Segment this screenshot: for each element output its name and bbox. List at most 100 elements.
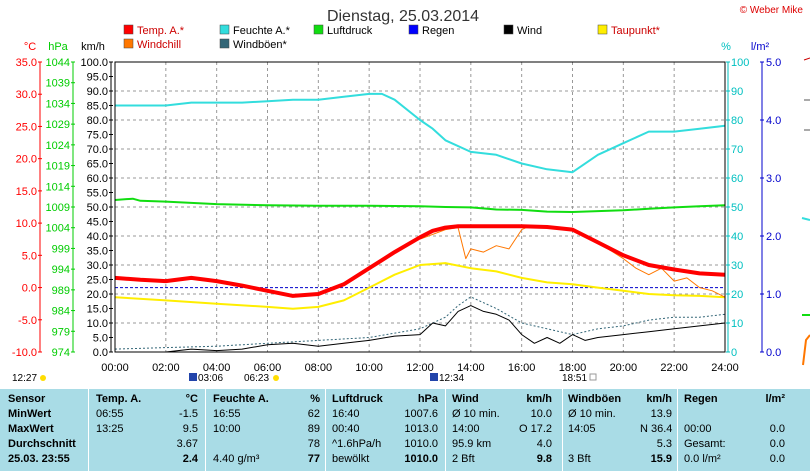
chart-title: Dienstag, 25.03.2014: [327, 8, 479, 25]
table-cell: 25.03. 23:55: [8, 453, 70, 465]
table-header-cell: Feuchte A.: [213, 393, 269, 405]
table-cell: 14:00: [452, 423, 480, 435]
tick-label-humidity: 90: [731, 86, 743, 98]
table-cell: N 36.4: [640, 423, 673, 435]
tick-label-wind: 40.0: [87, 231, 108, 243]
tick-label-radiation: 3.0: [766, 173, 781, 185]
x-tick-label: 10:00: [355, 362, 383, 374]
table-cell: 1010.0: [404, 438, 438, 450]
table-cell: 95.9 km: [452, 438, 492, 450]
table-cell: ^1.6hPa/h: [332, 438, 382, 450]
legend-label: Taupunkt*: [611, 25, 661, 37]
series-layer: [114, 92, 726, 353]
tick-label-pressure: 1044: [46, 57, 70, 69]
x-tick-label: 02:00: [152, 362, 180, 374]
moonrise-icon: [273, 375, 279, 381]
x-tick-label: 12:00: [406, 362, 434, 374]
table-cell: 3.67: [176, 438, 198, 450]
table-divider: [205, 389, 206, 471]
x-tick-label: 00:00: [101, 362, 129, 374]
sun-dot-icon: [40, 375, 46, 381]
tick-label-wind: 85.0: [87, 101, 108, 113]
tick-label-pressure: 1029: [46, 119, 70, 131]
legend-label: Feuchte A.*: [233, 25, 291, 37]
series-humidity-line: [115, 92, 726, 174]
table-cell: 62: [307, 408, 320, 420]
y-axis-ticks: 35.0 30.0 25.0 20.0 15.0 10.0 5.0 0.0 -5.0 -10.0 1…: [12, 57, 781, 359]
series-temp-line: [114, 224, 726, 298]
legend-swatch: [503, 24, 514, 35]
table-header-cell: Sensor: [8, 393, 46, 405]
table-cell: 13.9: [650, 408, 672, 420]
tick-label-radiation: 0.0: [766, 347, 781, 359]
table-cell: 16:40: [332, 408, 360, 420]
tick-label-humidity: 20: [731, 289, 743, 301]
table-cell: 16:55: [213, 408, 241, 420]
tick-label-pressure: 984: [52, 306, 70, 318]
table-cell: 5.3: [656, 438, 672, 450]
table-header-cell: Wind: [452, 393, 479, 405]
tick-label-wind: 55.0: [87, 188, 108, 200]
tick-label-wind: 10.0: [87, 318, 108, 330]
tick-label-humidity: 70: [731, 144, 743, 156]
axis-unit-labels: °C hPa km/h% l/m²: [24, 41, 770, 53]
table-cell: 00:40: [332, 423, 360, 435]
table-cell: 10.0: [530, 408, 552, 420]
x-tick-label: 16:00: [508, 362, 536, 374]
table-cell: Ø 10 min.: [568, 408, 616, 420]
table-header-cell: km/h: [646, 393, 672, 405]
legend-label: Regen: [422, 25, 454, 37]
table-cell: 89: [307, 423, 320, 435]
legend-label: Wind: [517, 25, 542, 37]
sunrise-icon: [189, 373, 197, 381]
tick-label-wind: 100.0: [80, 57, 108, 69]
x-tick-label: 14:00: [457, 362, 485, 374]
series-pressure-line: [114, 197, 726, 213]
legend-swatch: [123, 38, 134, 49]
series-dewpoint-line: [114, 262, 726, 310]
table-cell: 78: [307, 438, 320, 450]
table-cell: MaxWert: [8, 423, 54, 435]
axis-unit-radiation: l/m²: [751, 41, 770, 53]
tick-label-pressure: 1019: [46, 161, 70, 173]
chart-legend: Temp. A.* Feuchte A.* Luftdruck Regen Wind Ta…: [123, 24, 661, 51]
table-cell: 10:00: [213, 423, 241, 435]
table-cell: Durchschnitt: [8, 438, 76, 450]
tick-label-pressure: 1024: [46, 140, 70, 152]
plot-frame: [114, 61, 726, 353]
tick-label-temp: 5.0: [22, 250, 37, 262]
tick-label-temp: -5.0: [18, 315, 37, 327]
tick-label-temp: 0.0: [22, 283, 37, 295]
tick-label-radiation: 5.0: [766, 57, 781, 69]
x-tick-label: 24:00: [711, 362, 739, 374]
table-cell: 0.0: [769, 423, 785, 435]
legend-swatch: [408, 24, 419, 35]
table-cell: Ø 10 min.: [452, 408, 500, 420]
table-divider: [445, 389, 446, 471]
table-header-cell: Regen: [684, 393, 718, 405]
credit-label: © Weber Mike: [740, 5, 804, 16]
tick-label-radiation: 1.0: [766, 289, 781, 301]
weather-chart: Dienstag, 25.03.2014 © Weber Mike Temp. …: [12, 5, 810, 384]
tick-label-pressure: 1009: [46, 202, 70, 214]
tick-label-humidity: 100: [731, 57, 749, 69]
table-header-cell: %: [310, 393, 320, 405]
x-tick-label: 08:00: [305, 362, 333, 374]
tick-label-radiation: 4.0: [766, 115, 781, 127]
tick-label-pressure: 994: [52, 264, 70, 276]
tick-label-temp: -10.0: [12, 347, 37, 359]
table-cell: 9.5: [182, 423, 198, 435]
legend-label: Temp. A.*: [137, 25, 185, 37]
table-header-cell: km/h: [526, 393, 552, 405]
table-cell: O 17.2: [518, 423, 552, 435]
table-header-cell: l/m²: [765, 393, 785, 405]
legend-swatch: [219, 38, 230, 49]
tick-label-pressure: 979: [52, 326, 70, 338]
x-tick-label: 04:00: [203, 362, 231, 374]
table-header-cell: Temp. A.: [96, 393, 142, 405]
tick-label-temp: 20.0: [16, 154, 37, 166]
tick-label-wind: 35.0: [87, 246, 108, 258]
table-cell: MinWert: [8, 408, 52, 420]
tick-label-radiation: 2.0: [766, 231, 781, 243]
legend-label: Windchill: [137, 39, 181, 51]
